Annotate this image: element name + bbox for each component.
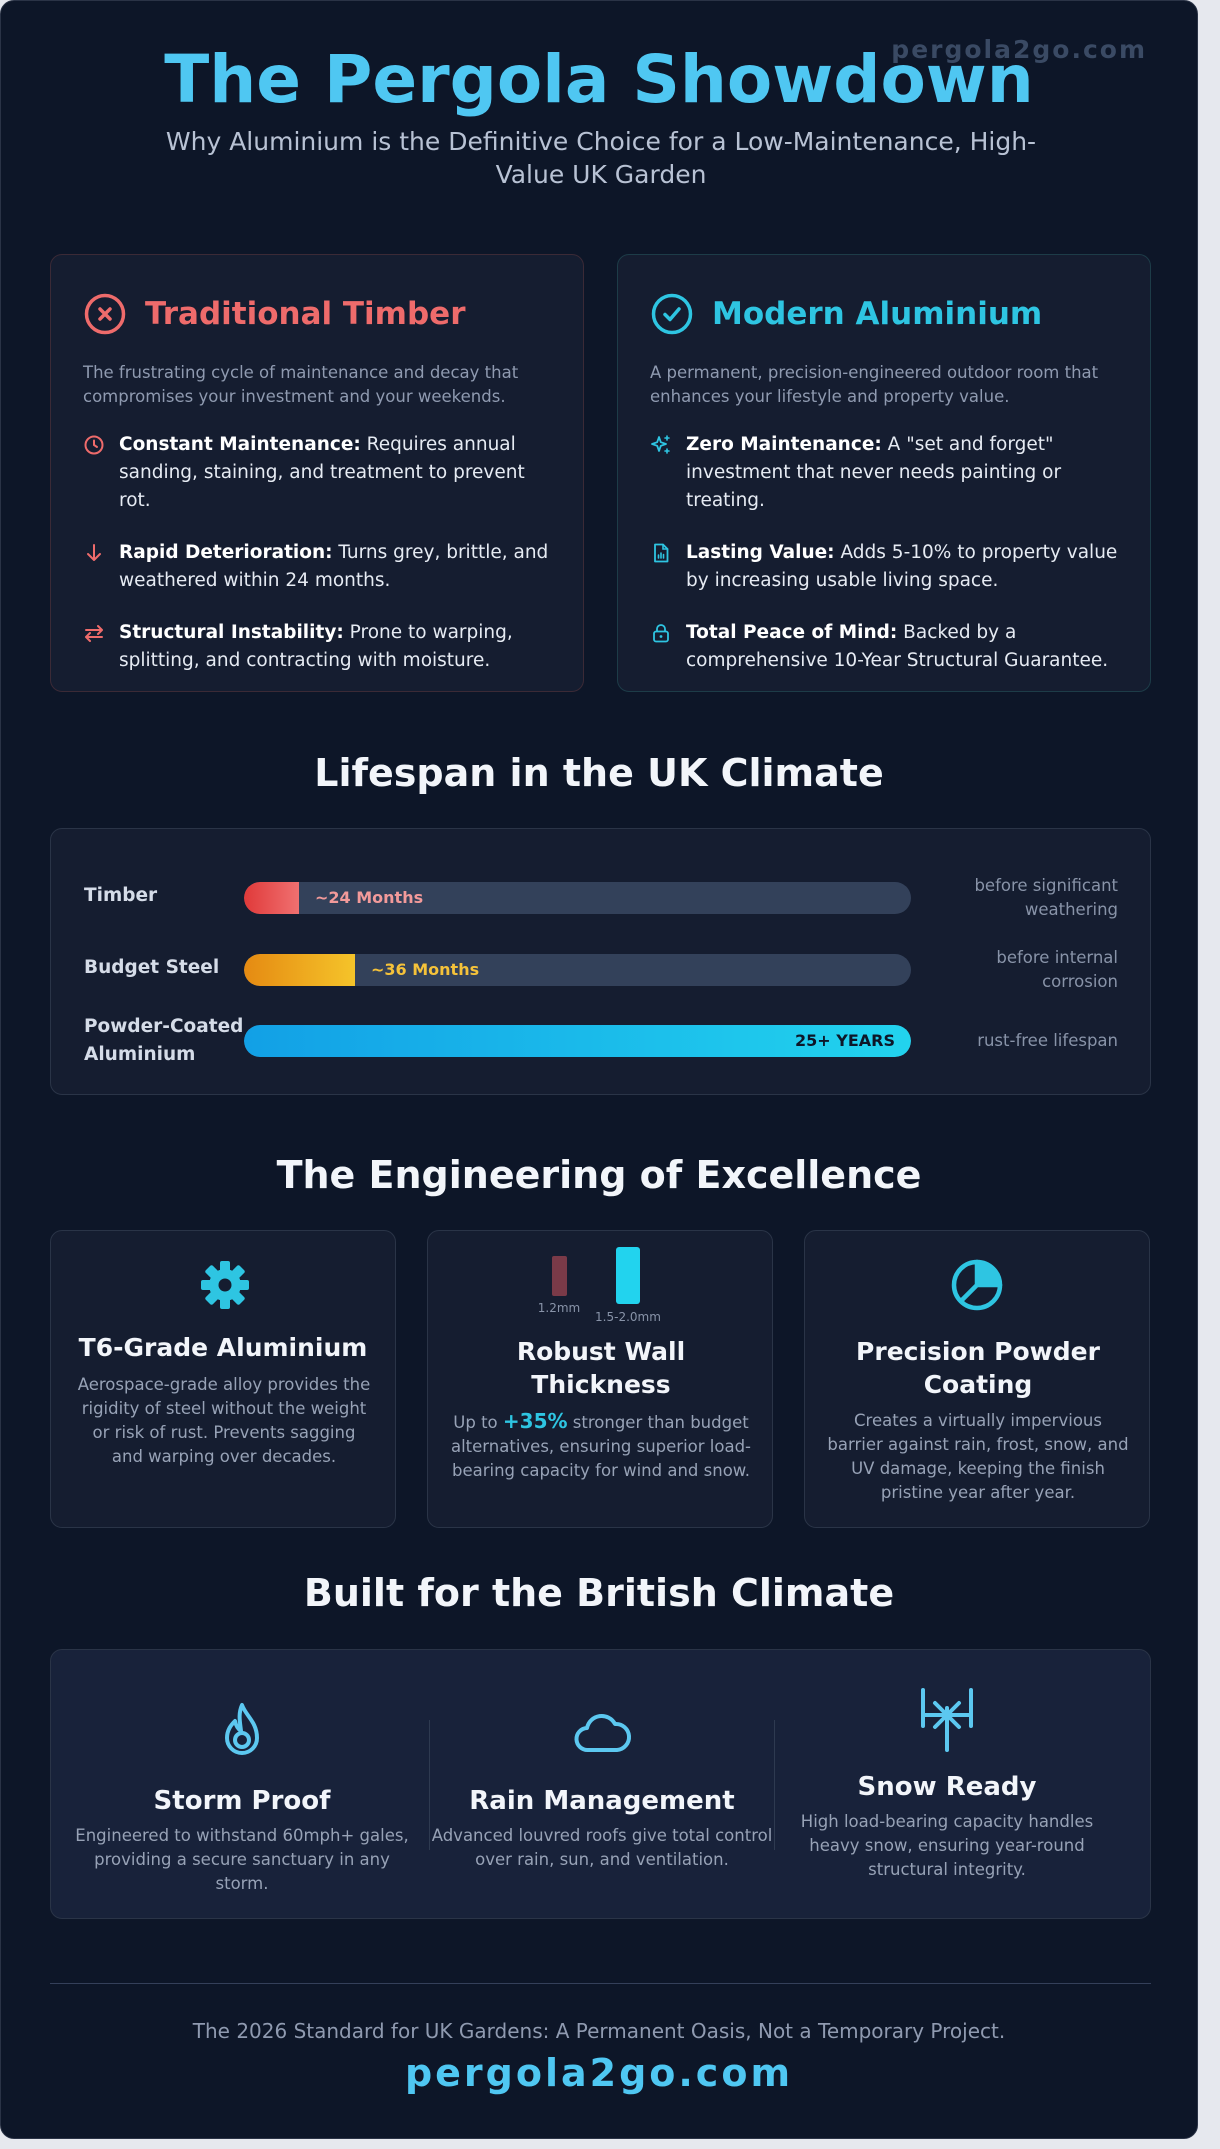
- lifespan-note: before internal corrosion: [996, 948, 1118, 991]
- swap-arrows-icon: [85, 625, 103, 642]
- clock-icon: [84, 435, 104, 455]
- lifespan-value: 25+ YEARS: [795, 1031, 895, 1050]
- snow-load-icon: [921, 1688, 973, 1752]
- eng-card-title: Precision Powder Coating: [856, 1337, 1100, 1399]
- lifespan-row-aluminium: Powder-Coated Aluminium 25+ YEARS rust-f…: [51, 1013, 1150, 1073]
- timber-point-title: Structural Instability:: [119, 622, 344, 643]
- climate-item-title: Rain Management: [469, 1786, 735, 1816]
- eng-card-text: Aerospace-grade alloy provides the rigid…: [77, 1375, 371, 1466]
- page-title: The Pergola Showdown: [164, 41, 1034, 118]
- eng-card-text: Creates a virtually impervious barrier a…: [827, 1411, 1129, 1502]
- climate-section-title: Built for the British Climate: [303, 1571, 895, 1615]
- aluminium-point-text: A "set and forget" investment that never…: [686, 434, 1062, 511]
- lock-icon: [653, 624, 669, 643]
- timber-point-title: Constant Maintenance:: [119, 434, 361, 455]
- thin-wall-bar: [552, 1256, 567, 1296]
- lifespan-row-timber: Timber ~24 Months before significant wea…: [51, 866, 1150, 926]
- lifespan-value: ~24 Months: [315, 888, 424, 907]
- sparkle-icon: [651, 435, 670, 454]
- aluminium-card-header: Modern Aluminium: [650, 291, 1118, 337]
- aluminium-points: Zero Maintenance: A "set and forget" inv…: [650, 431, 1118, 675]
- climate-item-snow: Snow Ready High load-bearing capacity ha…: [774, 1686, 1120, 1882]
- lifespan-label: Budget Steel: [84, 957, 220, 978]
- lifespan-bar-fill: [244, 882, 299, 914]
- timber-card-intro: The frustrating cycle of maintenance and…: [83, 363, 519, 406]
- climate-item-text: Advanced louvred roofs give total contro…: [431, 1826, 773, 1869]
- timber-point-title: Rapid Deterioration:: [119, 542, 333, 563]
- timber-points: Constant Maintenance: Requires annual sa…: [83, 431, 551, 675]
- aluminium-card-intro: A permanent, precision-engineered outdoo…: [650, 363, 1099, 406]
- timber-card-title: Traditional Timber: [145, 296, 466, 332]
- lifespan-bar-fill: [244, 954, 355, 986]
- footer-divider: [50, 1983, 1151, 1984]
- climate-panel: Storm Proof Engineered to withstand 60mp…: [50, 1649, 1151, 1919]
- aluminium-point-title: Zero Maintenance:: [686, 434, 882, 455]
- flame-icon: [225, 1703, 259, 1755]
- aluminium-point-text: Backed by a comprehensive 10-Year Struct…: [686, 622, 1109, 671]
- arrow-down-icon: [87, 544, 101, 561]
- lifespan-chart: Timber ~24 Months before significant wea…: [50, 828, 1151, 1095]
- timber-point-text: Prone to warping, splitting, and contrac…: [119, 622, 513, 671]
- thick-wall-label: 1.5-2.0mm: [595, 1310, 661, 1324]
- lifespan-note: before significant weathering: [974, 876, 1118, 919]
- aluminium-card: Modern Aluminium A permanent, precision-…: [617, 254, 1151, 692]
- thick-wall-bar: [616, 1247, 640, 1304]
- climate-item-title: Storm Proof: [153, 1786, 331, 1816]
- timber-point: Constant Maintenance: Requires annual sa…: [83, 431, 551, 515]
- lifespan-label: Powder-Coated Aluminium: [84, 1016, 244, 1065]
- aluminium-point-title: Lasting Value:: [686, 542, 835, 563]
- check-circle-icon: [651, 293, 693, 335]
- lifespan-track: ~24 Months: [244, 882, 911, 914]
- strength-highlight: +35%: [502, 1409, 568, 1433]
- climate-item-text: Engineered to withstand 60mph+ gales, pr…: [75, 1826, 409, 1893]
- lifespan-track: ~36 Months: [244, 954, 911, 986]
- lifespan-value: ~36 Months: [371, 960, 480, 979]
- timber-card-header: Traditional Timber: [83, 291, 551, 337]
- lifespan-row-steel: Budget Steel ~36 Months before internal …: [51, 938, 1150, 998]
- infographic-card: pergola2go.com The Pergola Showdown Why …: [0, 0, 1198, 2139]
- climate-item-text: High load-bearing capacity handles heavy…: [800, 1812, 1094, 1879]
- eng-card-text: Up to +35% stronger than budget alternat…: [450, 1409, 752, 1480]
- divider: [429, 1720, 430, 1850]
- lifespan-label: Timber: [84, 885, 158, 906]
- climate-item-storm: Storm Proof Engineered to withstand 60mp…: [69, 1700, 415, 1896]
- pie-chart-icon: [951, 1259, 1003, 1311]
- timber-point-text: Requires annual sanding, staining, and t…: [119, 434, 525, 511]
- aluminium-point: Total Peace of Mind: Backed by a compreh…: [650, 619, 1118, 675]
- eng-card-wall: 1.2mm 1.5-2.0mm Robust Wall Thickness Up…: [427, 1230, 773, 1528]
- lifespan-track: 25+ YEARS: [244, 1025, 911, 1057]
- climate-item-title: Snow Ready: [857, 1772, 1037, 1802]
- x-circle-icon: [84, 293, 126, 335]
- engineering-section-title: The Engineering of Excellence: [276, 1153, 922, 1197]
- aluminium-point: Zero Maintenance: A "set and forget" inv…: [650, 431, 1118, 515]
- footer-brand: pergola2go.com: [404, 2051, 794, 2095]
- lifespan-bar-fill: [244, 1025, 911, 1057]
- eng-card-title: T6-Grade Aluminium: [78, 1333, 368, 1362]
- gear-icon: [201, 1261, 249, 1309]
- climate-item-rain: Rain Management Advanced louvred roofs g…: [429, 1700, 775, 1872]
- timber-point-text: Turns grey, brittle, and weathered withi…: [119, 542, 549, 591]
- lifespan-note: rust-free lifespan: [977, 1031, 1118, 1050]
- aluminium-point-title: Total Peace of Mind:: [686, 622, 898, 643]
- aluminium-card-title: Modern Aluminium: [712, 296, 1043, 332]
- cloud-icon: [574, 1713, 631, 1752]
- timber-point: Structural Instability: Prone to warping…: [83, 619, 551, 675]
- eng-card-title: Robust Wall Thickness: [516, 1337, 686, 1399]
- lifespan-section-title: Lifespan in the UK Climate: [314, 751, 884, 795]
- watermark: pergola2go.com: [891, 35, 1147, 64]
- thin-wall-label: 1.2mm: [537, 1301, 581, 1315]
- timber-point: Rapid Deterioration: Turns grey, brittle…: [83, 539, 551, 595]
- eng-card-t6: T6-Grade Aluminium Aerospace-grade alloy…: [50, 1230, 396, 1528]
- eng-card-coating: Precision Powder Coating Creates a virtu…: [804, 1230, 1150, 1528]
- timber-card: Traditional Timber The frustrating cycle…: [50, 254, 584, 692]
- divider: [774, 1720, 775, 1850]
- aluminium-point-text: Adds 5-10% to property value by increasi…: [686, 542, 1118, 591]
- footer-tagline: The 2026 Standard for UK Gardens: A Perm…: [192, 2019, 1006, 2043]
- aluminium-point: Lasting Value: Adds 5-10% to property va…: [650, 539, 1118, 595]
- page-subtitle: Why Aluminium is the Definitive Choice f…: [165, 127, 1037, 189]
- document-chart-icon: [654, 543, 669, 563]
